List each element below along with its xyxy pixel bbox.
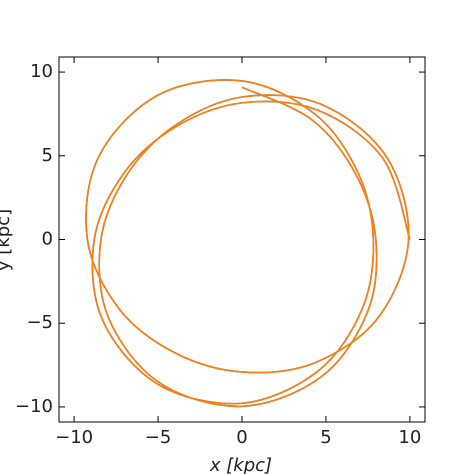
x-tick-label: −5 (145, 427, 172, 448)
x-tick-label: 10 (398, 427, 421, 448)
y-tick-label: −10 (15, 396, 53, 417)
orbit-line (85, 79, 411, 408)
x-tick-label: 5 (320, 427, 331, 448)
x-tick-label: 0 (236, 427, 247, 448)
x-axis-label: x [kpc] (209, 455, 272, 474)
x-tick-label: −10 (55, 427, 93, 448)
y-tick-label: 5 (42, 145, 53, 166)
y-tick-label: −5 (26, 312, 53, 333)
y-tick-label: 0 (42, 229, 53, 250)
y-axis-label: y [kpc] (0, 209, 14, 271)
plot-frame (58, 56, 426, 423)
y-tick-label: 10 (30, 61, 53, 82)
